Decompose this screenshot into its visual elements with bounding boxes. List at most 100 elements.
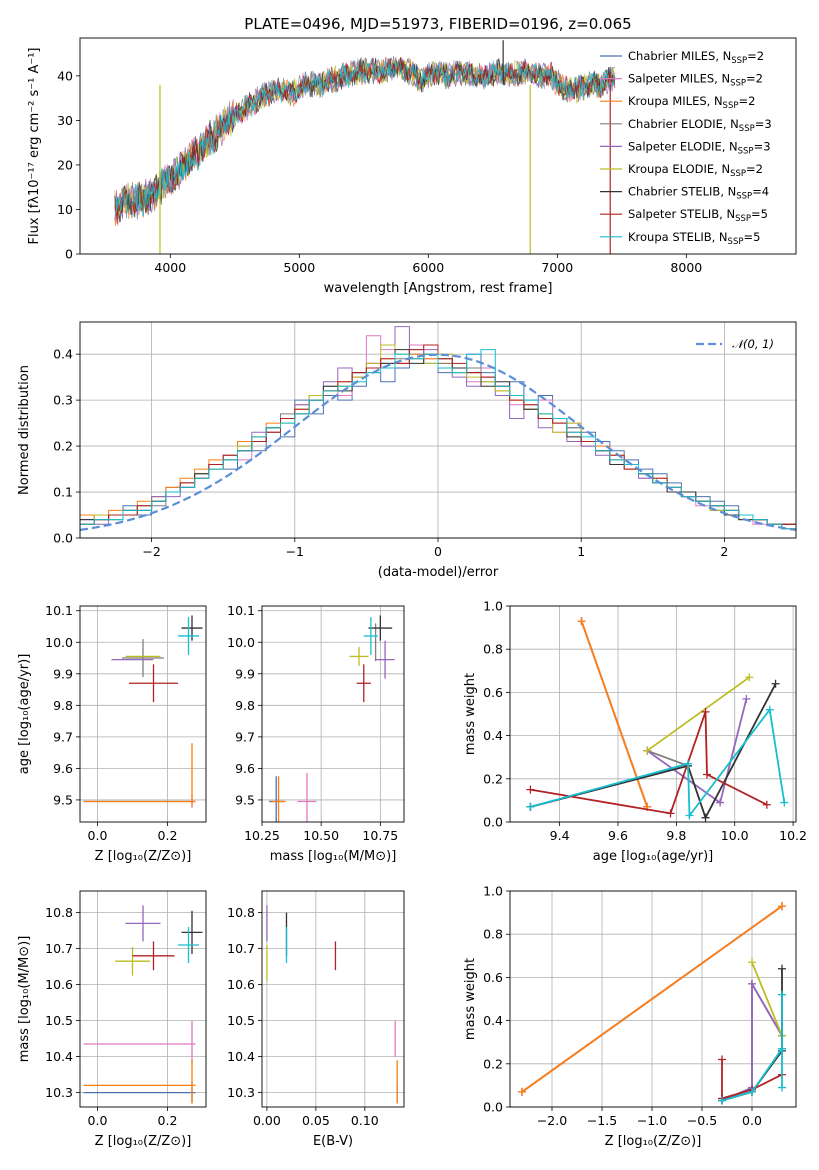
x-axis-label: Z [log₁₀(Z/Z⊙)] bbox=[605, 1134, 702, 1149]
y-tick-label: 10.0 bbox=[45, 635, 73, 650]
panel-weight-vs-Z: −2.0 −1.5 −1.0 −0.5 0.0 0.0 0.2 0.4 0.6 0.8 1.0 Z [… bbox=[463, 884, 797, 1149]
weight-marker bbox=[771, 679, 780, 688]
y-axis-label: Flux [fλ10⁻¹⁷ erg cm⁻² s⁻¹ A⁻¹] bbox=[27, 48, 42, 245]
plot-area-age-vs-mass bbox=[269, 615, 395, 822]
y-tick-label: 10.8 bbox=[45, 905, 73, 920]
plot-area-age-vs-Z bbox=[83, 615, 203, 808]
y-tick-label: 0.0 bbox=[483, 1100, 503, 1115]
weight-marker bbox=[577, 617, 586, 626]
gaussian-curve bbox=[80, 353, 796, 531]
histogram-series bbox=[80, 349, 796, 538]
x-tick-label: 5000 bbox=[283, 260, 315, 275]
weight-line bbox=[721, 1059, 783, 1100]
weight-marker bbox=[778, 1044, 786, 1053]
x-tick-label: 0.10 bbox=[351, 1113, 379, 1128]
legend-sub: SSP bbox=[736, 192, 752, 202]
y-tick-label: 10.1 bbox=[227, 603, 255, 618]
legend-tail: =3 bbox=[754, 139, 771, 153]
axes-frame bbox=[79, 321, 797, 539]
legend-sub: SSP bbox=[730, 169, 746, 179]
legend-entry: 𝒩(0, 1) bbox=[732, 337, 774, 351]
x-tick-label: −1.5 bbox=[587, 1113, 617, 1128]
x-tick-label: 0.2 bbox=[158, 828, 178, 843]
y-tick-label: 10.4 bbox=[227, 1049, 255, 1064]
y-axis-label: mass [log₁₀(M/M⊙)] bbox=[17, 936, 32, 1063]
y-tick-label: 0.4 bbox=[53, 347, 73, 362]
x-tick-label: −2 bbox=[142, 544, 160, 559]
x-tick-label: 10.50 bbox=[303, 828, 339, 843]
x-tick-label: 1 bbox=[577, 544, 585, 559]
y-axis-label: age [log₁₀(age/yr)] bbox=[17, 654, 32, 775]
y-tick-label: 10.3 bbox=[45, 1085, 73, 1100]
weight-marker bbox=[518, 1087, 526, 1096]
figure-title: PLATE=0496, MJD=51973, FIBERID=0196, z=0… bbox=[244, 15, 631, 33]
y-axis-label: mass weight bbox=[463, 958, 478, 1040]
legend-tail: =2 bbox=[738, 94, 755, 108]
panel-residuals: −2 −1 0 1 2 0.0 0.1 0.2 0.3 0.4 (data-model)/error… bbox=[17, 321, 797, 580]
weight-marker bbox=[778, 990, 786, 999]
y-tick-label: 9.6 bbox=[235, 761, 255, 776]
weight-line bbox=[530, 707, 786, 819]
legend-entry: Salpeter STELIB, NSSP=5 bbox=[628, 207, 768, 224]
legend-text: Kroupa STELIB, N bbox=[628, 230, 728, 244]
y-tick-label: 0.6 bbox=[483, 970, 503, 985]
y-tick-label: 9.9 bbox=[235, 666, 255, 681]
x-tick-label: −1.0 bbox=[637, 1113, 667, 1128]
weight-marker bbox=[684, 759, 693, 768]
legend-text: Salpeter STELIB, N bbox=[628, 207, 735, 221]
plot-area-mass-vs-ebv bbox=[266, 905, 398, 1104]
legend-tail: =4 bbox=[752, 185, 769, 199]
x-tick-label: 9.8 bbox=[666, 828, 686, 843]
weight-marker bbox=[702, 770, 711, 779]
weight-marker bbox=[745, 673, 754, 682]
y-tick-label: 10.7 bbox=[45, 941, 73, 956]
legend-entry: Salpeter MILES, NSSP=2 bbox=[628, 72, 763, 89]
legend-tail: =2 bbox=[747, 49, 764, 63]
x-axis-label: (data-model)/error bbox=[378, 565, 499, 580]
y-axis-label: Normed distribution bbox=[17, 365, 32, 495]
y-tick-label: 9.5 bbox=[53, 792, 73, 807]
x-tick-label: 0.2 bbox=[158, 1113, 178, 1128]
spectrum-line bbox=[114, 58, 616, 217]
panel-weight-vs-age: 9.4 9.6 9.8 10.0 10.2 0.0 0.2 0.4 0.6 0.8 1.0 age [… bbox=[463, 599, 807, 865]
spectrum-line bbox=[114, 56, 616, 224]
y-tick-label: 10.4 bbox=[45, 1049, 73, 1064]
weight-marker bbox=[778, 964, 786, 973]
x-tick-label: 7000 bbox=[541, 260, 573, 275]
weight-marker bbox=[778, 902, 786, 911]
x-tick-label: 6000 bbox=[412, 260, 444, 275]
panel-age-vs-Z: 0.0 0.2 9.5 9.6 9.7 9.8 9.9 10.0 10.1 Z [log₁₀(Z/… bbox=[17, 603, 207, 864]
y-tick-label: 10.5 bbox=[227, 1013, 255, 1028]
y-tick-label: 0 bbox=[65, 247, 73, 262]
y-tick-label: 0.3 bbox=[53, 393, 73, 408]
y-tick-label: 10.5 bbox=[45, 1013, 73, 1028]
x-tick-label: 2 bbox=[720, 544, 728, 559]
weight-line bbox=[580, 620, 649, 808]
weight-marker bbox=[643, 746, 652, 755]
x-tick-label: −0.5 bbox=[687, 1113, 717, 1128]
y-tick-label: 10.6 bbox=[227, 977, 255, 992]
legend-tail: =2 bbox=[746, 72, 763, 86]
weight-marker bbox=[526, 802, 535, 811]
weight-marker bbox=[742, 694, 751, 703]
legend-text: Chabrier STELIB, N bbox=[628, 185, 736, 199]
legend-text: Salpeter ELODIE, N bbox=[628, 139, 738, 153]
y-tick-label: 40 bbox=[57, 68, 73, 83]
legend-entry: Chabrier MILES, NSSP=2 bbox=[628, 49, 764, 66]
legend-text: Salpeter MILES, N bbox=[628, 72, 730, 86]
plot-area-weight-vs-Z bbox=[518, 902, 786, 1105]
y-tick-label: 0.0 bbox=[483, 815, 503, 830]
weight-line bbox=[530, 683, 777, 820]
legend-sub: SSP bbox=[730, 79, 746, 89]
y-tick-label: 9.5 bbox=[235, 792, 255, 807]
legend-sub: SSP bbox=[728, 237, 744, 247]
weight-line bbox=[646, 676, 750, 752]
x-tick-label: 10.2 bbox=[779, 828, 807, 843]
axes-frame bbox=[261, 605, 405, 823]
y-tick-label: 10.6 bbox=[45, 977, 73, 992]
weight-marker bbox=[748, 1087, 756, 1096]
legend-entry: Chabrier ELODIE, NSSP=3 bbox=[628, 117, 772, 134]
x-tick-label: 0.0 bbox=[88, 1113, 108, 1128]
x-axis-label: mass [log₁₀(M/M⊙)] bbox=[270, 849, 397, 864]
